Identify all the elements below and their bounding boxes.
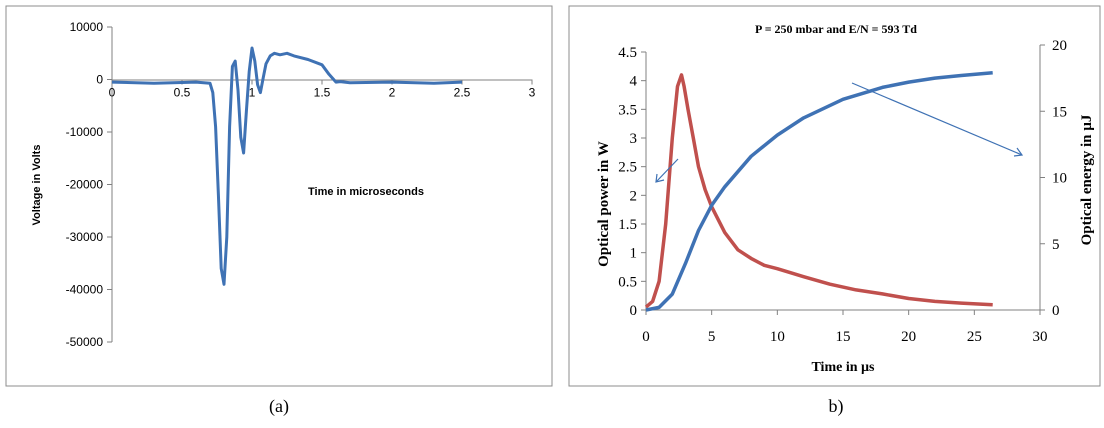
chart-a-y-tick-label: -30000 [66, 230, 104, 244]
chart-b-x-tick-label: 25 [967, 329, 982, 345]
chart-b-x-tick-label: 5 [708, 329, 716, 345]
chart-b-x-tick-label: 10 [770, 329, 785, 345]
chart-b-series-optical-energy-line [645, 71, 993, 312]
chart-a-x-tick-label: 2 [389, 86, 396, 100]
chart-a-y-axis-label: Voltage in Volts [31, 145, 43, 226]
chart-b-x-tick-label: 30 [1033, 329, 1048, 345]
panel-b-caption: b) [829, 396, 844, 417]
chart-a-y-tick-label: -50000 [66, 335, 104, 349]
chart-b-y-tick-label: 3.5 [618, 102, 637, 118]
chart-a-y-tick-label: -20000 [66, 178, 104, 192]
chart-b-y2-axis-label: Optical energy in µJ [1079, 114, 1095, 245]
chart-a-x-tick-label: 0 [109, 86, 116, 100]
chart-b-y2-tick-label: 10 [1052, 171, 1067, 187]
chart-b-series-optical-power-line [644, 73, 993, 309]
chart-b: 0 0.5 1 1.5 2 2.5 3 3.5 4 4.5 0 5 10 15 20 0 5 10 15 20 25… [596, 22, 1095, 375]
chart-a-y-tick-label: 10000 [70, 20, 104, 34]
chart-b-arrow-power [655, 158, 679, 183]
chart-a-y-tick-label: -40000 [66, 283, 104, 297]
chart-a-x-tick-label: 0.5 [174, 86, 191, 100]
chart-b-y-tick-label: 1 [630, 246, 638, 262]
chart-b-y2-tick-label: 20 [1052, 38, 1067, 54]
chart-b-y2-tick-label: 15 [1052, 104, 1067, 120]
chart-a-y-tick-label: 0 [96, 73, 103, 87]
chart-b-x-tick-label: 0 [642, 329, 650, 345]
chart-b-y-tick-label: 2 [630, 188, 638, 204]
chart-a-x-axis-label: Time in microseconds [308, 186, 424, 198]
panel-a-caption: (a) [269, 396, 289, 417]
chart-b-x-tick-label: 15 [836, 329, 851, 345]
chart-a-x-tick-label: 2.5 [454, 86, 471, 100]
chart-b-frame [568, 5, 1101, 387]
chart-b-title: P = 250 mbar and E/N = 593 Td [755, 22, 917, 36]
chart-b-x-tick-label: 20 [901, 329, 916, 345]
chart-a-x-tick-label: 1.5 [314, 86, 331, 100]
chart-a-frame [5, 5, 553, 387]
chart-a-x-tick-label: 1 [249, 86, 256, 100]
chart-a-x-tick-label: 3 [529, 86, 536, 100]
chart-b-x-axis-label: Time in µs [811, 360, 875, 375]
chart-b-y-tick-label: 4 [630, 74, 638, 90]
chart-b-y-tick-label: 2.5 [618, 160, 637, 176]
chart-b-y-tick-label: 3 [630, 131, 638, 147]
chart-b-y-tick-label: 1.5 [618, 217, 637, 233]
chart-a-series-voltage-line [111, 46, 463, 286]
chart-b-y-tick-label: 4.5 [618, 45, 637, 61]
chart-b-y2-tick-label: 0 [1052, 303, 1060, 319]
chart-a-y-tick-label: -10000 [66, 125, 104, 139]
chart-a: 10000 0 -10000 -20000 -30000 -40000 -50000 0 0.… [31, 20, 536, 349]
chart-b-y-axis-label: Optical power in W [596, 141, 612, 267]
chart-b-y2-tick-label: 5 [1052, 237, 1060, 253]
chart-b-arrow-energy [851, 82, 1024, 157]
chart-b-y-tick-label: 0 [630, 303, 638, 319]
chart-b-y-tick-label: 0.5 [618, 274, 637, 290]
